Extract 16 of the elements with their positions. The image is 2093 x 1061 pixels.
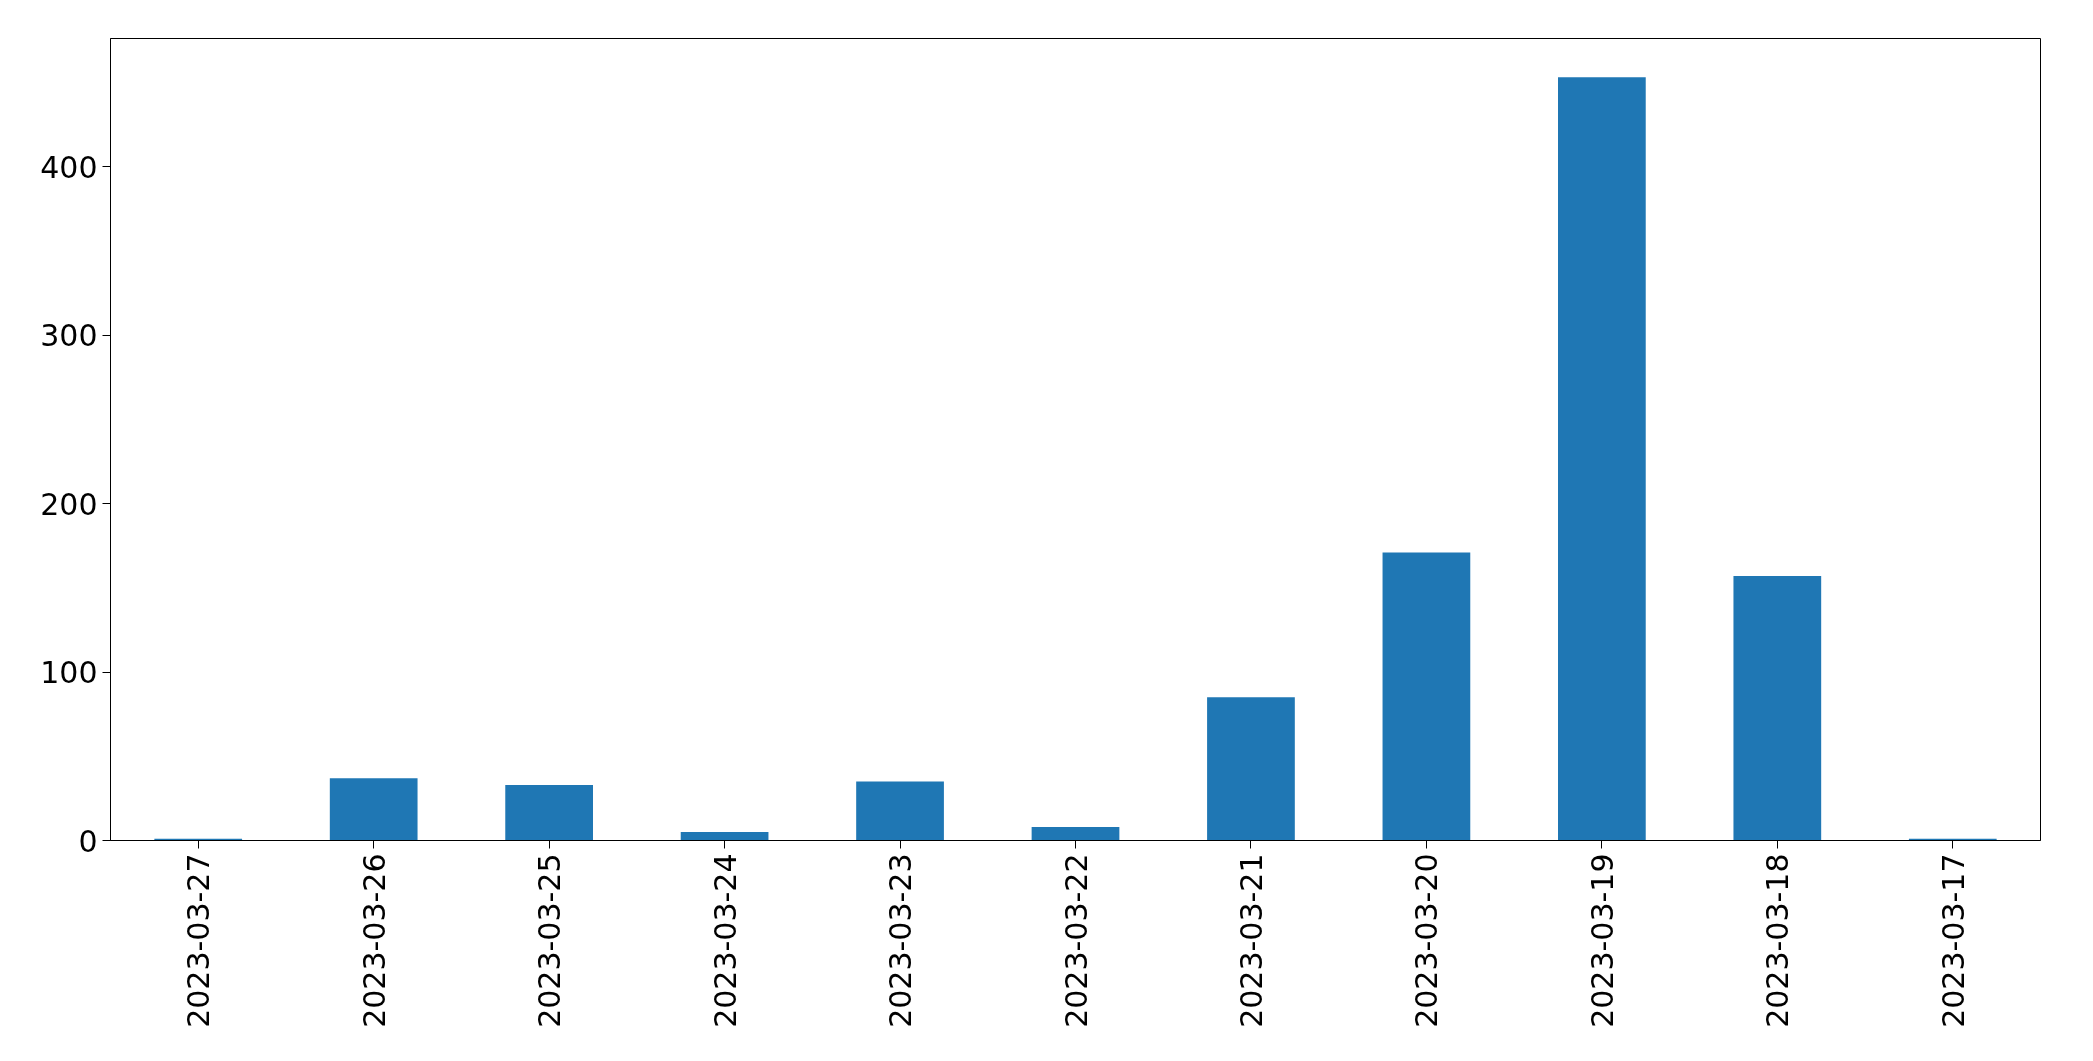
x-tick-label: 2023-03-19 — [1584, 853, 1620, 1028]
x-tick-label: 2023-03-24 — [707, 853, 743, 1028]
y-tick-label: 0 — [78, 823, 98, 859]
x-tick-label: 2023-03-23 — [883, 853, 919, 1028]
x-tick-label: 2023-03-26 — [356, 853, 392, 1028]
x-tick-label: 2023-03-21 — [1233, 853, 1269, 1028]
y-tick-label: 300 — [40, 318, 98, 354]
y-tick-label: 400 — [40, 149, 98, 185]
y-tick-label: 200 — [40, 486, 98, 522]
x-tick-label: 2023-03-25 — [532, 853, 568, 1028]
x-tick-label: 2023-03-27 — [181, 853, 217, 1028]
y-tick-label: 100 — [40, 655, 98, 691]
x-tick-label: 2023-03-18 — [1760, 853, 1796, 1028]
x-tick-label: 2023-03-20 — [1409, 853, 1445, 1028]
x-tick-label: 2023-03-17 — [1935, 853, 1971, 1028]
x-tick-label: 2023-03-22 — [1058, 853, 1094, 1028]
